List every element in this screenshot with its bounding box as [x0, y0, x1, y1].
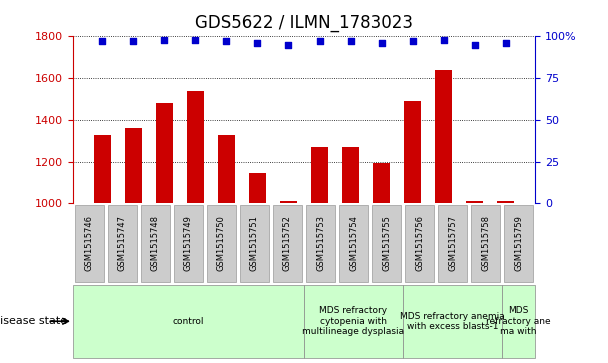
Point [345, 38, 355, 44]
Text: MDS refractory
cytopenia with
multilineage dysplasia: MDS refractory cytopenia with multilinea… [302, 306, 404, 336]
FancyBboxPatch shape [73, 285, 304, 358]
Text: GSM1515758: GSM1515758 [481, 215, 490, 271]
Point [314, 38, 324, 44]
FancyBboxPatch shape [405, 205, 434, 282]
Bar [218, 135, 235, 203]
FancyBboxPatch shape [471, 205, 500, 282]
Bar [466, 201, 483, 203]
Title: GDS5622 / ILMN_1783023: GDS5622 / ILMN_1783023 [195, 14, 413, 32]
Bar [156, 103, 173, 203]
FancyBboxPatch shape [339, 205, 368, 282]
FancyBboxPatch shape [304, 285, 403, 358]
FancyBboxPatch shape [502, 285, 535, 358]
Text: control: control [173, 317, 204, 326]
Point [160, 37, 170, 42]
Text: GSM1515757: GSM1515757 [448, 215, 457, 271]
Text: GSM1515754: GSM1515754 [349, 215, 358, 271]
FancyBboxPatch shape [108, 205, 137, 282]
Text: GSM1515750: GSM1515750 [217, 215, 226, 271]
Bar [187, 90, 204, 203]
Text: GSM1515749: GSM1515749 [184, 215, 193, 271]
Text: GSM1515748: GSM1515748 [151, 215, 160, 271]
FancyBboxPatch shape [240, 205, 269, 282]
Point [500, 40, 510, 46]
Bar [249, 173, 266, 203]
Bar [125, 128, 142, 203]
FancyBboxPatch shape [272, 205, 302, 282]
Point [253, 40, 263, 46]
Text: GSM1515752: GSM1515752 [283, 215, 292, 271]
Text: GSM1515753: GSM1515753 [316, 215, 325, 271]
Bar [404, 101, 421, 203]
Text: MDS refractory anemia
with excess blasts-1: MDS refractory anemia with excess blasts… [400, 311, 505, 331]
Bar [280, 201, 297, 203]
FancyBboxPatch shape [140, 205, 170, 282]
Bar [497, 201, 514, 203]
Text: GSM1515746: GSM1515746 [85, 215, 94, 271]
Point [376, 40, 386, 46]
Text: GSM1515747: GSM1515747 [118, 215, 127, 271]
FancyBboxPatch shape [438, 205, 468, 282]
Point [438, 37, 448, 42]
Point [407, 38, 417, 44]
Text: GSM1515751: GSM1515751 [250, 215, 259, 271]
Text: MDS
refractory ane
ma with: MDS refractory ane ma with [486, 306, 551, 336]
Point [191, 37, 201, 42]
Point [129, 38, 139, 44]
FancyBboxPatch shape [371, 205, 401, 282]
Text: GSM1515756: GSM1515756 [415, 215, 424, 271]
Point [469, 42, 479, 48]
Bar [435, 70, 452, 203]
FancyBboxPatch shape [306, 205, 336, 282]
Text: disease state: disease state [0, 316, 67, 326]
Point [222, 38, 232, 44]
Text: GSM1515759: GSM1515759 [514, 215, 523, 271]
FancyBboxPatch shape [174, 205, 203, 282]
FancyBboxPatch shape [207, 205, 237, 282]
Point [98, 38, 108, 44]
FancyBboxPatch shape [403, 285, 502, 358]
Bar [311, 147, 328, 203]
Bar [94, 135, 111, 203]
Bar [373, 163, 390, 203]
Bar [342, 147, 359, 203]
Text: GSM1515755: GSM1515755 [382, 215, 391, 271]
Point [284, 42, 294, 48]
FancyBboxPatch shape [503, 205, 533, 282]
FancyBboxPatch shape [75, 205, 105, 282]
